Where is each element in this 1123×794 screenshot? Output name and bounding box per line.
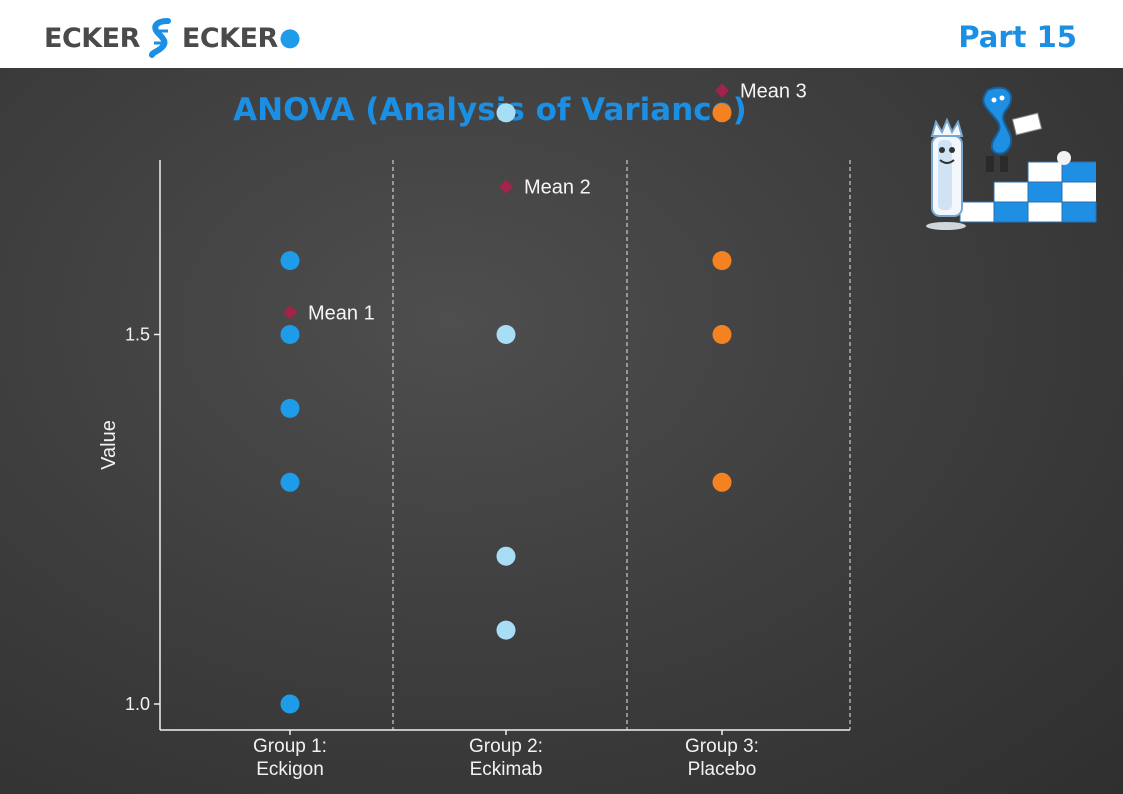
data-point xyxy=(280,472,300,492)
chart-points xyxy=(280,29,732,714)
header-bar: ECKER ECKER Part 15 xyxy=(0,0,1123,68)
x-tick-label: Group 1: Eckigon xyxy=(253,736,327,780)
data-point xyxy=(496,546,516,566)
mean-label: Mean 3 xyxy=(740,81,807,103)
mean-marker xyxy=(499,179,513,194)
ecker-logo: ECKER ECKER xyxy=(44,18,278,58)
data-point xyxy=(280,398,300,418)
part-label: Part 15 xyxy=(958,20,1077,54)
data-point xyxy=(496,103,516,123)
chart-title: ANOVA (Analysis of Variance) xyxy=(233,92,747,128)
data-point xyxy=(496,620,516,640)
data-point xyxy=(280,29,300,49)
y-tick-label: 1.5 xyxy=(125,325,150,345)
data-point xyxy=(712,103,732,123)
x-tick-label: Group 3: Placebo xyxy=(685,736,759,780)
data-point xyxy=(280,325,300,344)
data-point xyxy=(712,325,732,344)
logo-s-icon xyxy=(148,18,171,58)
data-point xyxy=(712,472,732,492)
data-point xyxy=(496,325,516,344)
logo-word-left: ECKER xyxy=(44,22,140,54)
logo-word-right: ECKER xyxy=(181,22,278,54)
y-tick-label: 1.0 xyxy=(125,694,150,714)
chart-labels: Mean 1 Mean 2 Mean 3 xyxy=(308,81,807,325)
mean-label: Mean 1 xyxy=(308,302,375,324)
mean-label: Mean 2 xyxy=(524,177,591,199)
mean-marker xyxy=(283,305,297,320)
mean-marker xyxy=(715,83,729,98)
data-point xyxy=(280,251,300,271)
y-axis-title: Value xyxy=(98,420,120,470)
data-point xyxy=(280,694,300,714)
data-point xyxy=(712,251,732,271)
mascot-illustration xyxy=(926,86,1097,230)
x-tick-label: Group 2: Eckimab xyxy=(469,736,543,780)
